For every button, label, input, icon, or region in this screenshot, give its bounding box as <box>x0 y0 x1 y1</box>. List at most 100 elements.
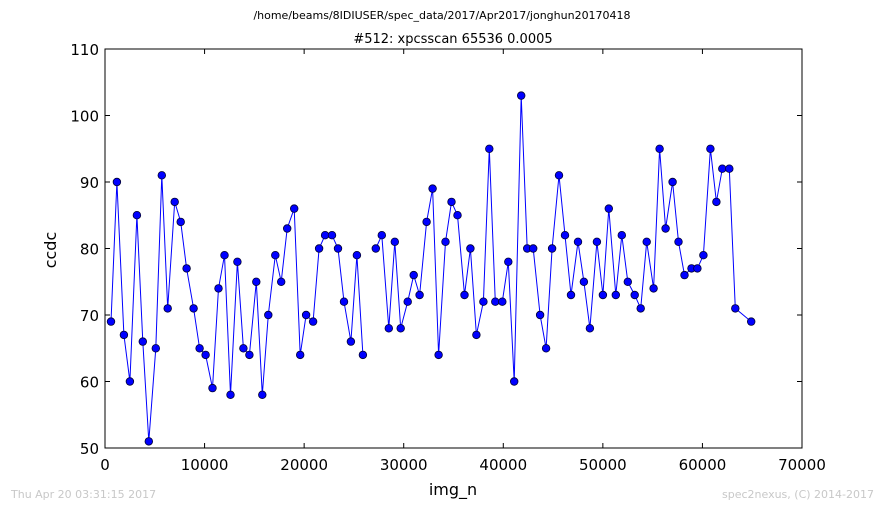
data-point <box>106 317 116 326</box>
data-point <box>176 217 185 227</box>
data-point <box>706 144 715 153</box>
x-tick-label: 20000 <box>280 456 328 474</box>
data-point <box>358 350 368 360</box>
x-tick-label: 30000 <box>380 456 428 474</box>
data-point <box>479 297 488 306</box>
data-point <box>125 377 135 386</box>
data-point <box>390 237 399 246</box>
data-point <box>510 377 519 386</box>
data-point <box>233 257 242 266</box>
y-tick-label: 70 <box>80 307 99 325</box>
data-point <box>320 230 330 240</box>
data-point <box>112 177 122 187</box>
x-tick-label: 50000 <box>579 456 627 474</box>
data-point <box>163 304 172 313</box>
data-point <box>119 330 129 340</box>
data-point <box>182 264 191 273</box>
data-point <box>308 317 318 326</box>
data-point <box>138 337 147 346</box>
data-point <box>409 270 418 280</box>
data-point <box>346 337 356 346</box>
data-point <box>220 250 229 260</box>
data-point <box>674 237 683 246</box>
data-point <box>447 197 456 207</box>
data-point <box>485 144 494 153</box>
data-point <box>208 383 217 393</box>
data-point <box>517 91 526 100</box>
data-point <box>668 177 677 187</box>
data-point <box>428 184 437 193</box>
data-point <box>630 290 639 300</box>
data-point <box>396 324 405 333</box>
x-axis-label: img_n <box>429 480 477 500</box>
data-point <box>151 344 160 353</box>
data-point <box>573 237 583 246</box>
data-point <box>422 217 431 227</box>
data-point <box>226 390 235 399</box>
data-point <box>296 350 305 360</box>
data-point <box>301 310 311 320</box>
y-tick-label: 90 <box>80 174 99 192</box>
data-point <box>189 304 198 313</box>
data-point <box>403 297 412 306</box>
y-tick-label: 80 <box>80 241 99 259</box>
data-point <box>258 390 267 399</box>
data-point <box>592 237 602 246</box>
data-point <box>352 250 362 260</box>
data-point <box>371 244 380 253</box>
data-point <box>547 244 557 253</box>
x-tick-label: 40000 <box>479 456 527 474</box>
data-point <box>491 297 500 306</box>
data-point <box>731 304 740 313</box>
data-point <box>554 171 564 180</box>
data-point <box>655 144 664 153</box>
y-tick-label: 110 <box>70 41 99 59</box>
data-point <box>636 304 645 313</box>
y-tick-label: 60 <box>80 374 99 392</box>
chart-title: #512: xpcsscan 65536 0.0005 <box>353 32 552 47</box>
x-tick-label: 0 <box>100 456 110 474</box>
data-point <box>377 230 386 240</box>
data-point <box>747 317 756 326</box>
data-point <box>693 264 702 273</box>
data-point <box>466 244 475 253</box>
data-point <box>541 344 551 353</box>
data-point <box>623 277 632 286</box>
y-axis-label: ccdc <box>41 232 60 269</box>
y-tick-label: 100 <box>70 108 99 126</box>
data-point <box>144 437 153 446</box>
data-point <box>529 244 538 253</box>
data-point <box>579 277 589 286</box>
data-point <box>460 290 469 300</box>
data-point <box>283 224 292 233</box>
data-point <box>157 171 166 180</box>
data-point <box>649 284 658 293</box>
data-point <box>252 277 261 286</box>
series-line <box>110 95 752 442</box>
data-point <box>271 250 280 260</box>
data-point <box>384 324 393 333</box>
data-point <box>415 290 424 300</box>
data-point <box>642 237 651 246</box>
data-point <box>201 350 210 360</box>
data-point <box>725 164 734 173</box>
data-point <box>604 204 613 213</box>
data-point <box>535 310 545 320</box>
data-point <box>680 270 689 280</box>
data-point <box>661 224 670 233</box>
x-tick-label: 60000 <box>679 456 727 474</box>
data-point <box>441 237 450 246</box>
data-point <box>498 297 507 306</box>
x-tick-label: 10000 <box>181 456 229 474</box>
data-point <box>560 230 570 240</box>
x-tick-label: 70000 <box>778 456 826 474</box>
data-point <box>170 197 179 207</box>
data-point <box>453 210 462 220</box>
data-point <box>472 330 481 340</box>
data-point <box>277 277 286 286</box>
data-point <box>239 344 248 353</box>
data-point <box>598 290 608 300</box>
data-point <box>434 350 443 360</box>
data-point <box>504 257 513 266</box>
data-point <box>566 290 576 300</box>
